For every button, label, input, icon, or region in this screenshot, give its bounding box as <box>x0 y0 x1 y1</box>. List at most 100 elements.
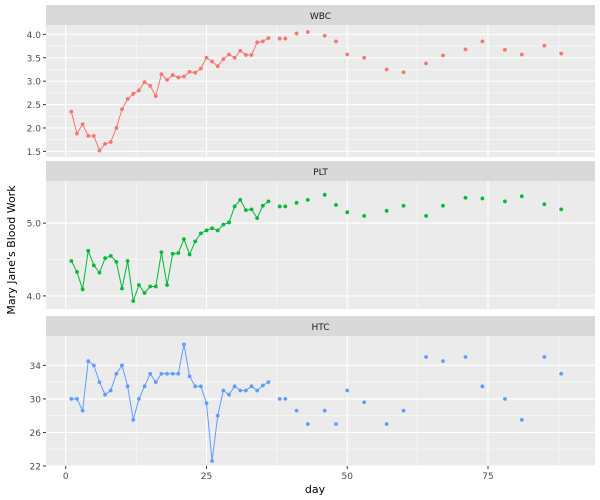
data-point <box>182 342 186 347</box>
data-point <box>362 214 367 218</box>
data-point <box>283 36 288 41</box>
data-point <box>322 192 327 197</box>
data-point <box>227 220 231 225</box>
data-point <box>322 33 327 38</box>
y-tick-label: 3.5 <box>27 54 41 64</box>
data-point <box>176 371 181 376</box>
data-point <box>424 214 428 218</box>
x-tick-label: 25 <box>201 472 212 482</box>
data-point <box>260 39 265 44</box>
data-point <box>345 388 350 393</box>
data-point <box>125 259 130 263</box>
data-point <box>153 380 158 385</box>
data-point <box>441 53 445 58</box>
panel-background <box>46 181 595 309</box>
data-point <box>159 250 164 255</box>
data-point <box>519 52 524 57</box>
facet-strip <box>46 5 595 25</box>
data-point <box>91 134 96 138</box>
data-point <box>159 72 164 77</box>
data-point <box>75 270 79 274</box>
data-point <box>165 371 169 376</box>
data-point <box>559 51 564 56</box>
data-point <box>277 204 282 209</box>
panel-background <box>46 25 595 157</box>
data-point <box>480 196 485 201</box>
data-point <box>232 204 237 209</box>
data-point <box>165 283 169 287</box>
data-point <box>176 75 181 80</box>
data-point <box>198 231 203 236</box>
data-point <box>232 384 237 389</box>
data-point <box>86 134 91 138</box>
data-point <box>519 194 524 199</box>
y-tick-label: 2.0 <box>27 124 42 134</box>
data-point <box>277 397 282 401</box>
data-point <box>238 48 243 53</box>
data-point <box>441 203 445 208</box>
data-point <box>260 203 265 208</box>
data-point <box>221 388 226 393</box>
data-point <box>243 208 248 212</box>
y-tick-label: 26 <box>30 429 42 439</box>
data-point <box>193 384 198 389</box>
data-point <box>215 228 220 233</box>
data-point <box>210 459 215 463</box>
data-point <box>441 359 445 364</box>
data-point <box>114 259 119 264</box>
data-point <box>334 39 338 44</box>
data-point <box>159 371 164 376</box>
data-point <box>519 417 524 422</box>
data-point <box>193 70 198 75</box>
data-point <box>322 408 327 413</box>
y-tick-label: 34 <box>30 362 42 372</box>
facet-strip-label: WBC <box>310 12 331 22</box>
data-point <box>277 36 282 41</box>
panel-plt: PLT 4.0 5.0 <box>27 161 595 309</box>
data-point <box>305 422 310 426</box>
data-point <box>249 207 254 212</box>
data-point <box>255 216 260 220</box>
data-point <box>142 80 147 85</box>
facet-strip-label: PLT <box>313 168 328 178</box>
data-point <box>503 199 507 204</box>
data-point <box>480 39 485 44</box>
data-point <box>80 408 85 413</box>
data-point <box>294 408 299 413</box>
data-point <box>108 388 113 393</box>
data-point <box>125 384 130 389</box>
data-point <box>153 284 158 289</box>
data-point <box>165 77 169 82</box>
data-point <box>131 417 136 422</box>
data-point <box>170 371 175 376</box>
data-point <box>153 94 158 99</box>
data-point <box>120 107 124 112</box>
facet-strip <box>46 161 595 181</box>
data-point <box>137 88 141 93</box>
data-point <box>80 287 85 292</box>
data-point <box>204 228 209 233</box>
data-point <box>221 57 226 62</box>
y-tick-label: 4.0 <box>27 31 42 41</box>
data-point <box>198 66 203 71</box>
data-point <box>238 198 243 202</box>
data-point <box>463 195 468 200</box>
data-point <box>249 53 254 57</box>
data-point <box>559 207 564 212</box>
data-point <box>97 270 102 275</box>
data-point <box>69 259 74 263</box>
data-point <box>80 122 85 127</box>
data-point <box>69 109 74 114</box>
data-point <box>243 388 248 393</box>
data-point <box>125 97 130 101</box>
data-point <box>97 380 102 385</box>
data-point <box>103 392 108 397</box>
data-point <box>142 384 147 389</box>
data-point <box>210 226 215 231</box>
data-point <box>142 291 147 295</box>
data-point <box>559 371 564 376</box>
data-point <box>542 355 547 359</box>
data-point <box>120 286 124 291</box>
data-point <box>148 284 153 289</box>
data-point <box>148 371 153 376</box>
